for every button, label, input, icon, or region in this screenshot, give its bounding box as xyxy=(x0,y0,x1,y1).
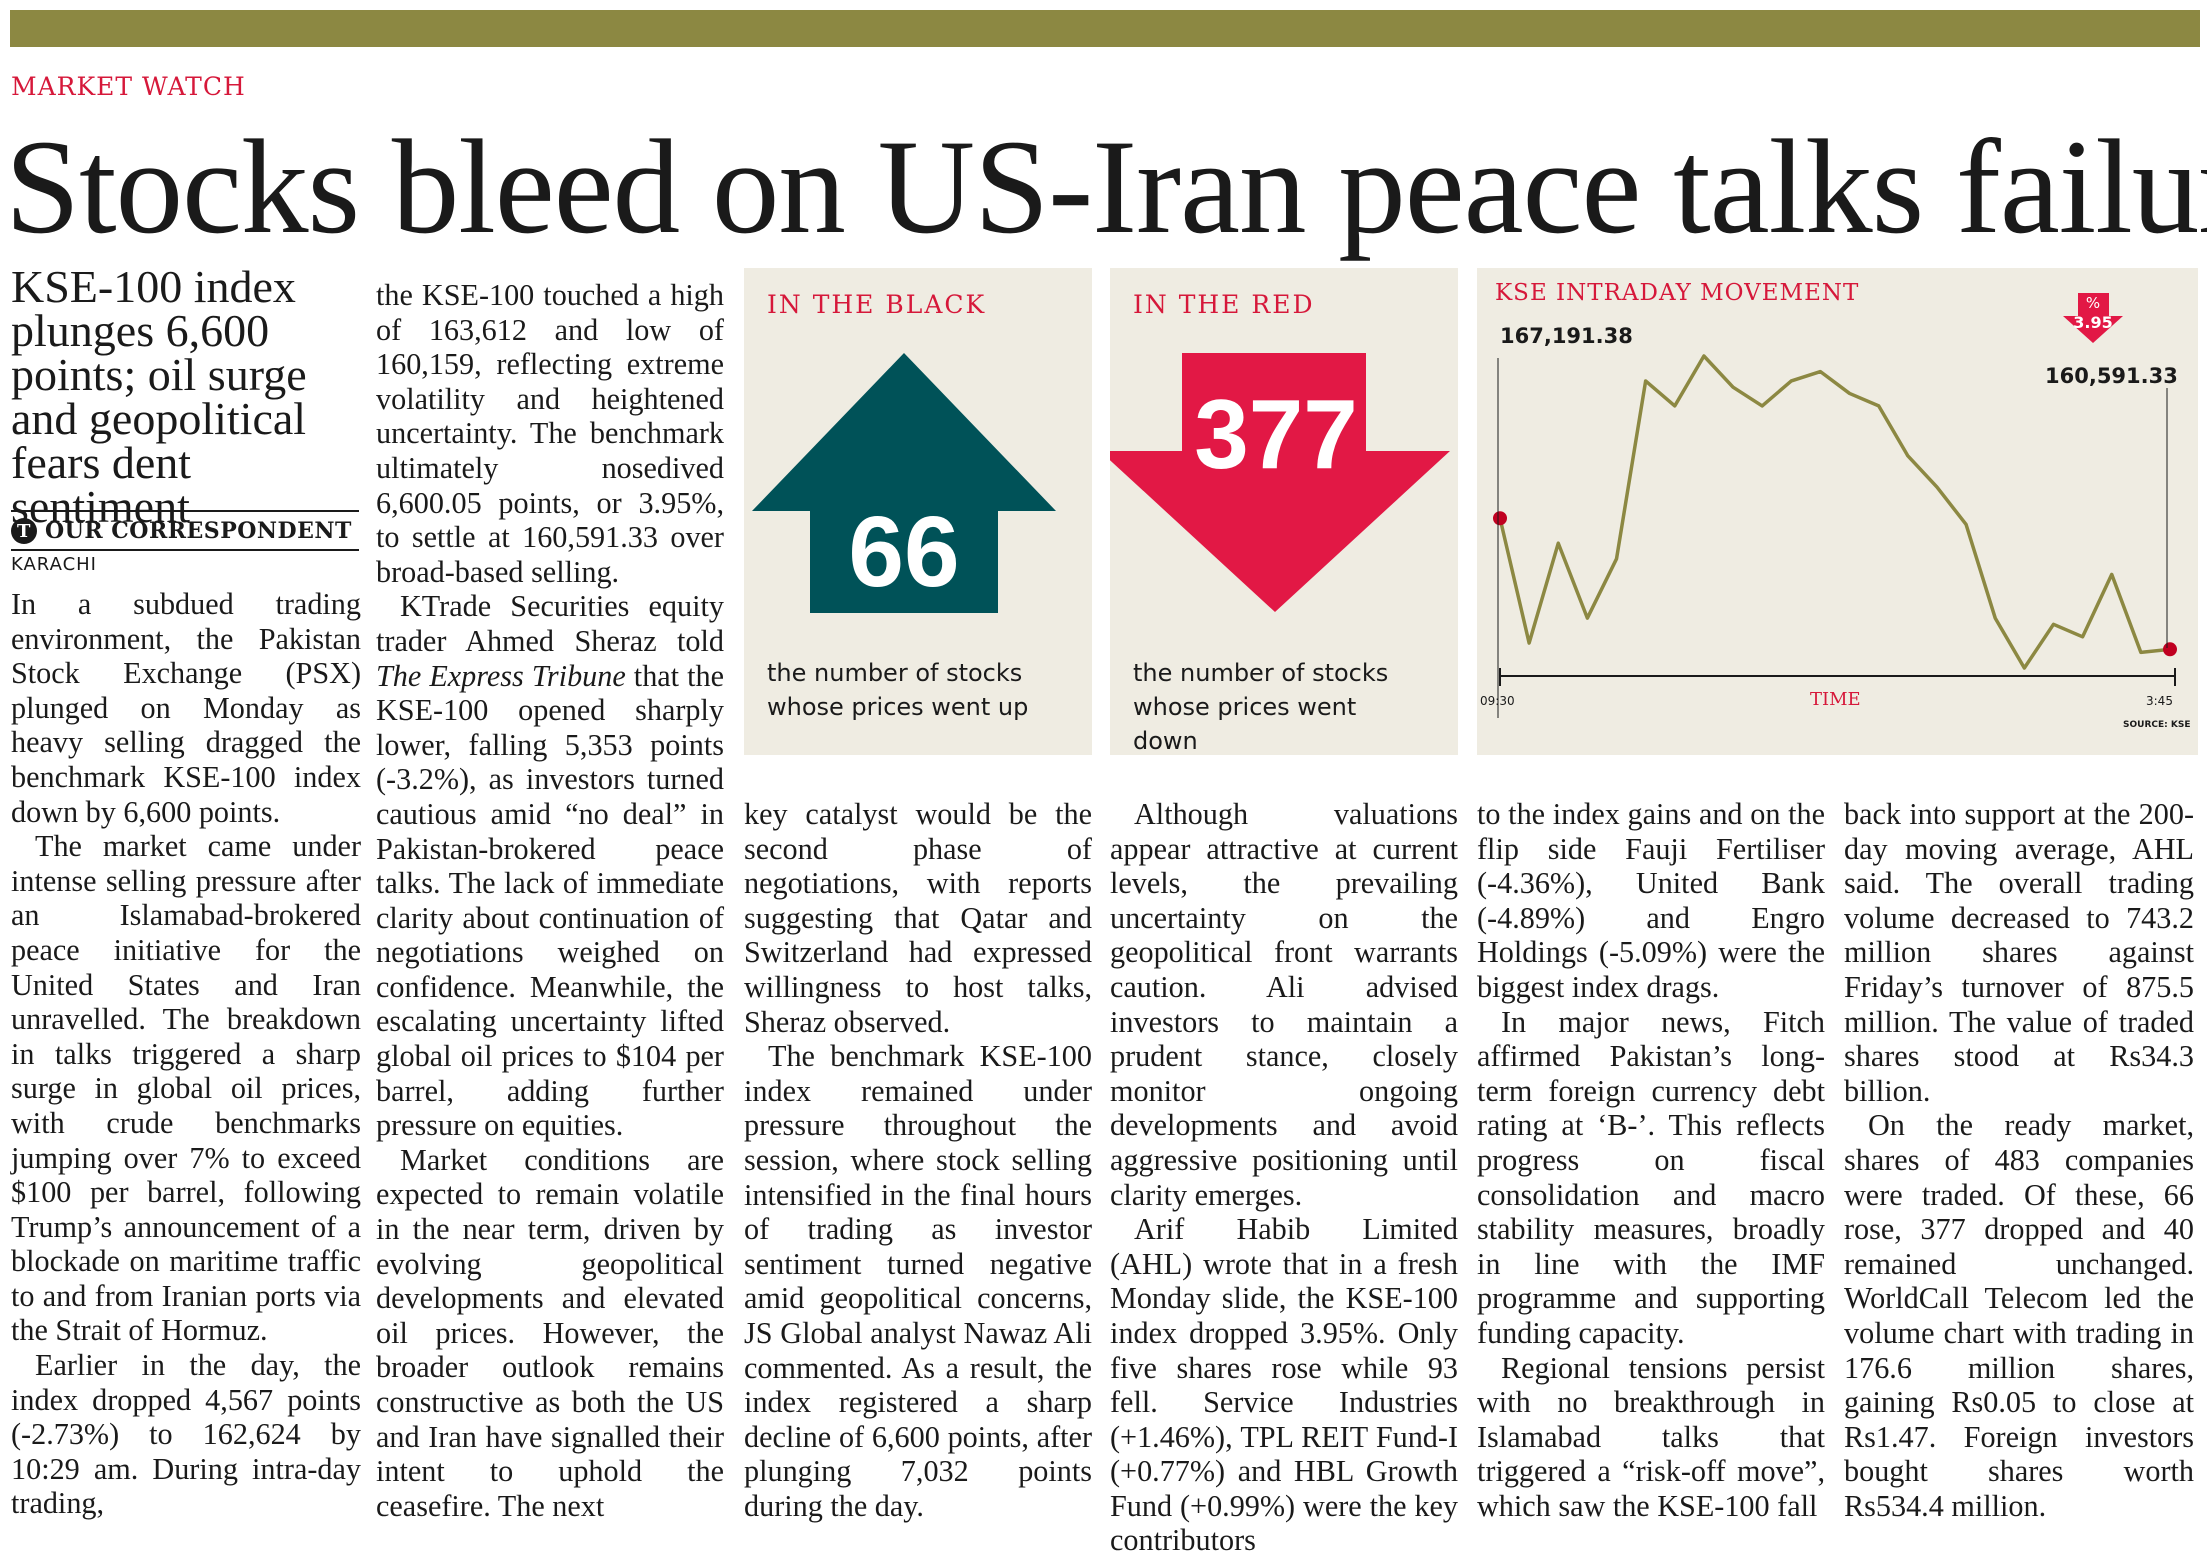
stocks-down-count: 377 xyxy=(1194,379,1358,489)
article-paragraph: Market conditions are expected to remain… xyxy=(376,1142,724,1523)
down-arrow-icon: 377 xyxy=(1110,353,1450,612)
in-the-black-box: IN THE BLACK 66 the number of stocks who… xyxy=(744,268,1092,755)
intraday-series-line xyxy=(1498,354,2171,670)
x-axis-title: TIME xyxy=(1810,689,1861,710)
article-column-4: Although valuations appear attractive at… xyxy=(1110,797,1458,1558)
article-column-6: back into support at the 200-day moving … xyxy=(1844,797,2194,1523)
end-value-label: 160,591.33 xyxy=(2045,364,2178,388)
article-paragraph: Regional tensions persist with no breakt… xyxy=(1477,1350,1825,1523)
article-paragraph: to the index gains and on the flip side … xyxy=(1477,797,1825,1004)
pct-symbol: % xyxy=(2086,294,2100,312)
article-column-3: key catalyst would be the second phase o… xyxy=(744,797,1092,1523)
up-arrow-icon: 66 xyxy=(752,353,1056,613)
caption-line: the number of stocks xyxy=(767,659,1023,687)
caption-line: the number of stocks xyxy=(1133,659,1389,687)
decline-arrow-icon xyxy=(2063,293,2123,343)
start-value-label: 167,191.38 xyxy=(1500,324,1633,348)
article-paragraph: Earlier in the day, the index dropped 4,… xyxy=(11,1348,361,1521)
chart-title: KSE INTRADAY MOVEMENT xyxy=(1495,280,1860,306)
article-paragraph: The market came under intense selling pr… xyxy=(11,829,361,1348)
article-paragraph: Arif Habib Limited (AHL) wrote that in a… xyxy=(1110,1212,1458,1558)
dateline: KARACHI xyxy=(11,554,97,575)
intraday-line-chart: % 3.95 xyxy=(1493,293,2177,718)
article-paragraph: The benchmark KSE-100 index remained und… xyxy=(744,1039,1092,1523)
in-the-red-box: IN THE RED 377 the number of stocks whos… xyxy=(1110,268,1458,755)
article-paragraph: key catalyst would be the second phase o… xyxy=(744,797,1092,1039)
x-tick-start-label: 09:30 xyxy=(1480,694,1515,708)
article-paragraph: KTrade Securities equity trader Ahmed Sh… xyxy=(376,589,724,1143)
article-paragraph: back into support at the 200-day moving … xyxy=(1844,797,2194,1108)
stocks-up-count: 66 xyxy=(848,496,959,608)
byline-rule-bottom xyxy=(11,549,359,551)
chart-source: SOURCE: KSE xyxy=(2123,720,2191,730)
byline: T OUR CORRESPONDENT xyxy=(11,514,361,548)
publication-name: The Express Tribune xyxy=(376,658,626,693)
deck-subheadline: KSE-100 index plunges 6,600 points; oil … xyxy=(11,261,307,532)
article-text: KTrade Securities equity trader Ahmed Sh… xyxy=(376,589,724,658)
section-kicker: MARKET WATCH xyxy=(11,72,246,101)
article-column-2: the KSE-100 touched a high of 163,612 an… xyxy=(376,278,724,1523)
article-text: that the KSE-100 opened sharply lower, f… xyxy=(376,658,724,1143)
x-tick-end-label: 3:45 xyxy=(2146,694,2173,708)
up-arrow-shape xyxy=(752,353,1056,613)
article-paragraph: Although valuations appear attractive at… xyxy=(1110,797,1458,1212)
article-paragraph: In major news, Fitch affirmed Pakistan’s… xyxy=(1477,1004,1825,1350)
intraday-chart-box: KSE INTRADAY MOVEMENT % 3.95 167,191.38 … xyxy=(1477,268,2198,755)
down-arrow-shape xyxy=(1110,353,1450,612)
in-the-red-title: IN THE RED xyxy=(1133,290,1315,319)
article-paragraph: In a subdued trading environment, the Pa… xyxy=(11,587,361,829)
end-point-marker xyxy=(2163,642,2177,657)
tribune-logo-icon: T xyxy=(11,518,37,544)
top-rule-bar xyxy=(10,10,2200,47)
byline-rule-top xyxy=(11,510,359,512)
in-the-black-caption: the number of stocks whose prices went u… xyxy=(767,656,1057,724)
article-paragraph: On the ready market, shares of 483 compa… xyxy=(1844,1108,2194,1523)
caption-line: whose prices went down xyxy=(1133,693,1357,755)
in-the-black-title: IN THE BLACK xyxy=(767,290,987,319)
article-column-5: to the index gains and on the flip side … xyxy=(1477,797,1825,1523)
start-point-marker xyxy=(1493,511,1507,526)
caption-line: whose prices went up xyxy=(767,693,1029,721)
in-the-red-caption: the number of stocks whose prices went d… xyxy=(1133,656,1423,758)
pct-change-value: 3.95 xyxy=(2073,313,2112,332)
headline: Stocks bleed on US-Iran peace talks fail… xyxy=(5,113,2207,262)
article-column-1: In a subdued trading environment, the Pa… xyxy=(11,587,361,1521)
article-paragraph: the KSE-100 touched a high of 163,612 an… xyxy=(376,278,724,589)
byline-author: OUR CORRESPONDENT xyxy=(45,518,352,544)
